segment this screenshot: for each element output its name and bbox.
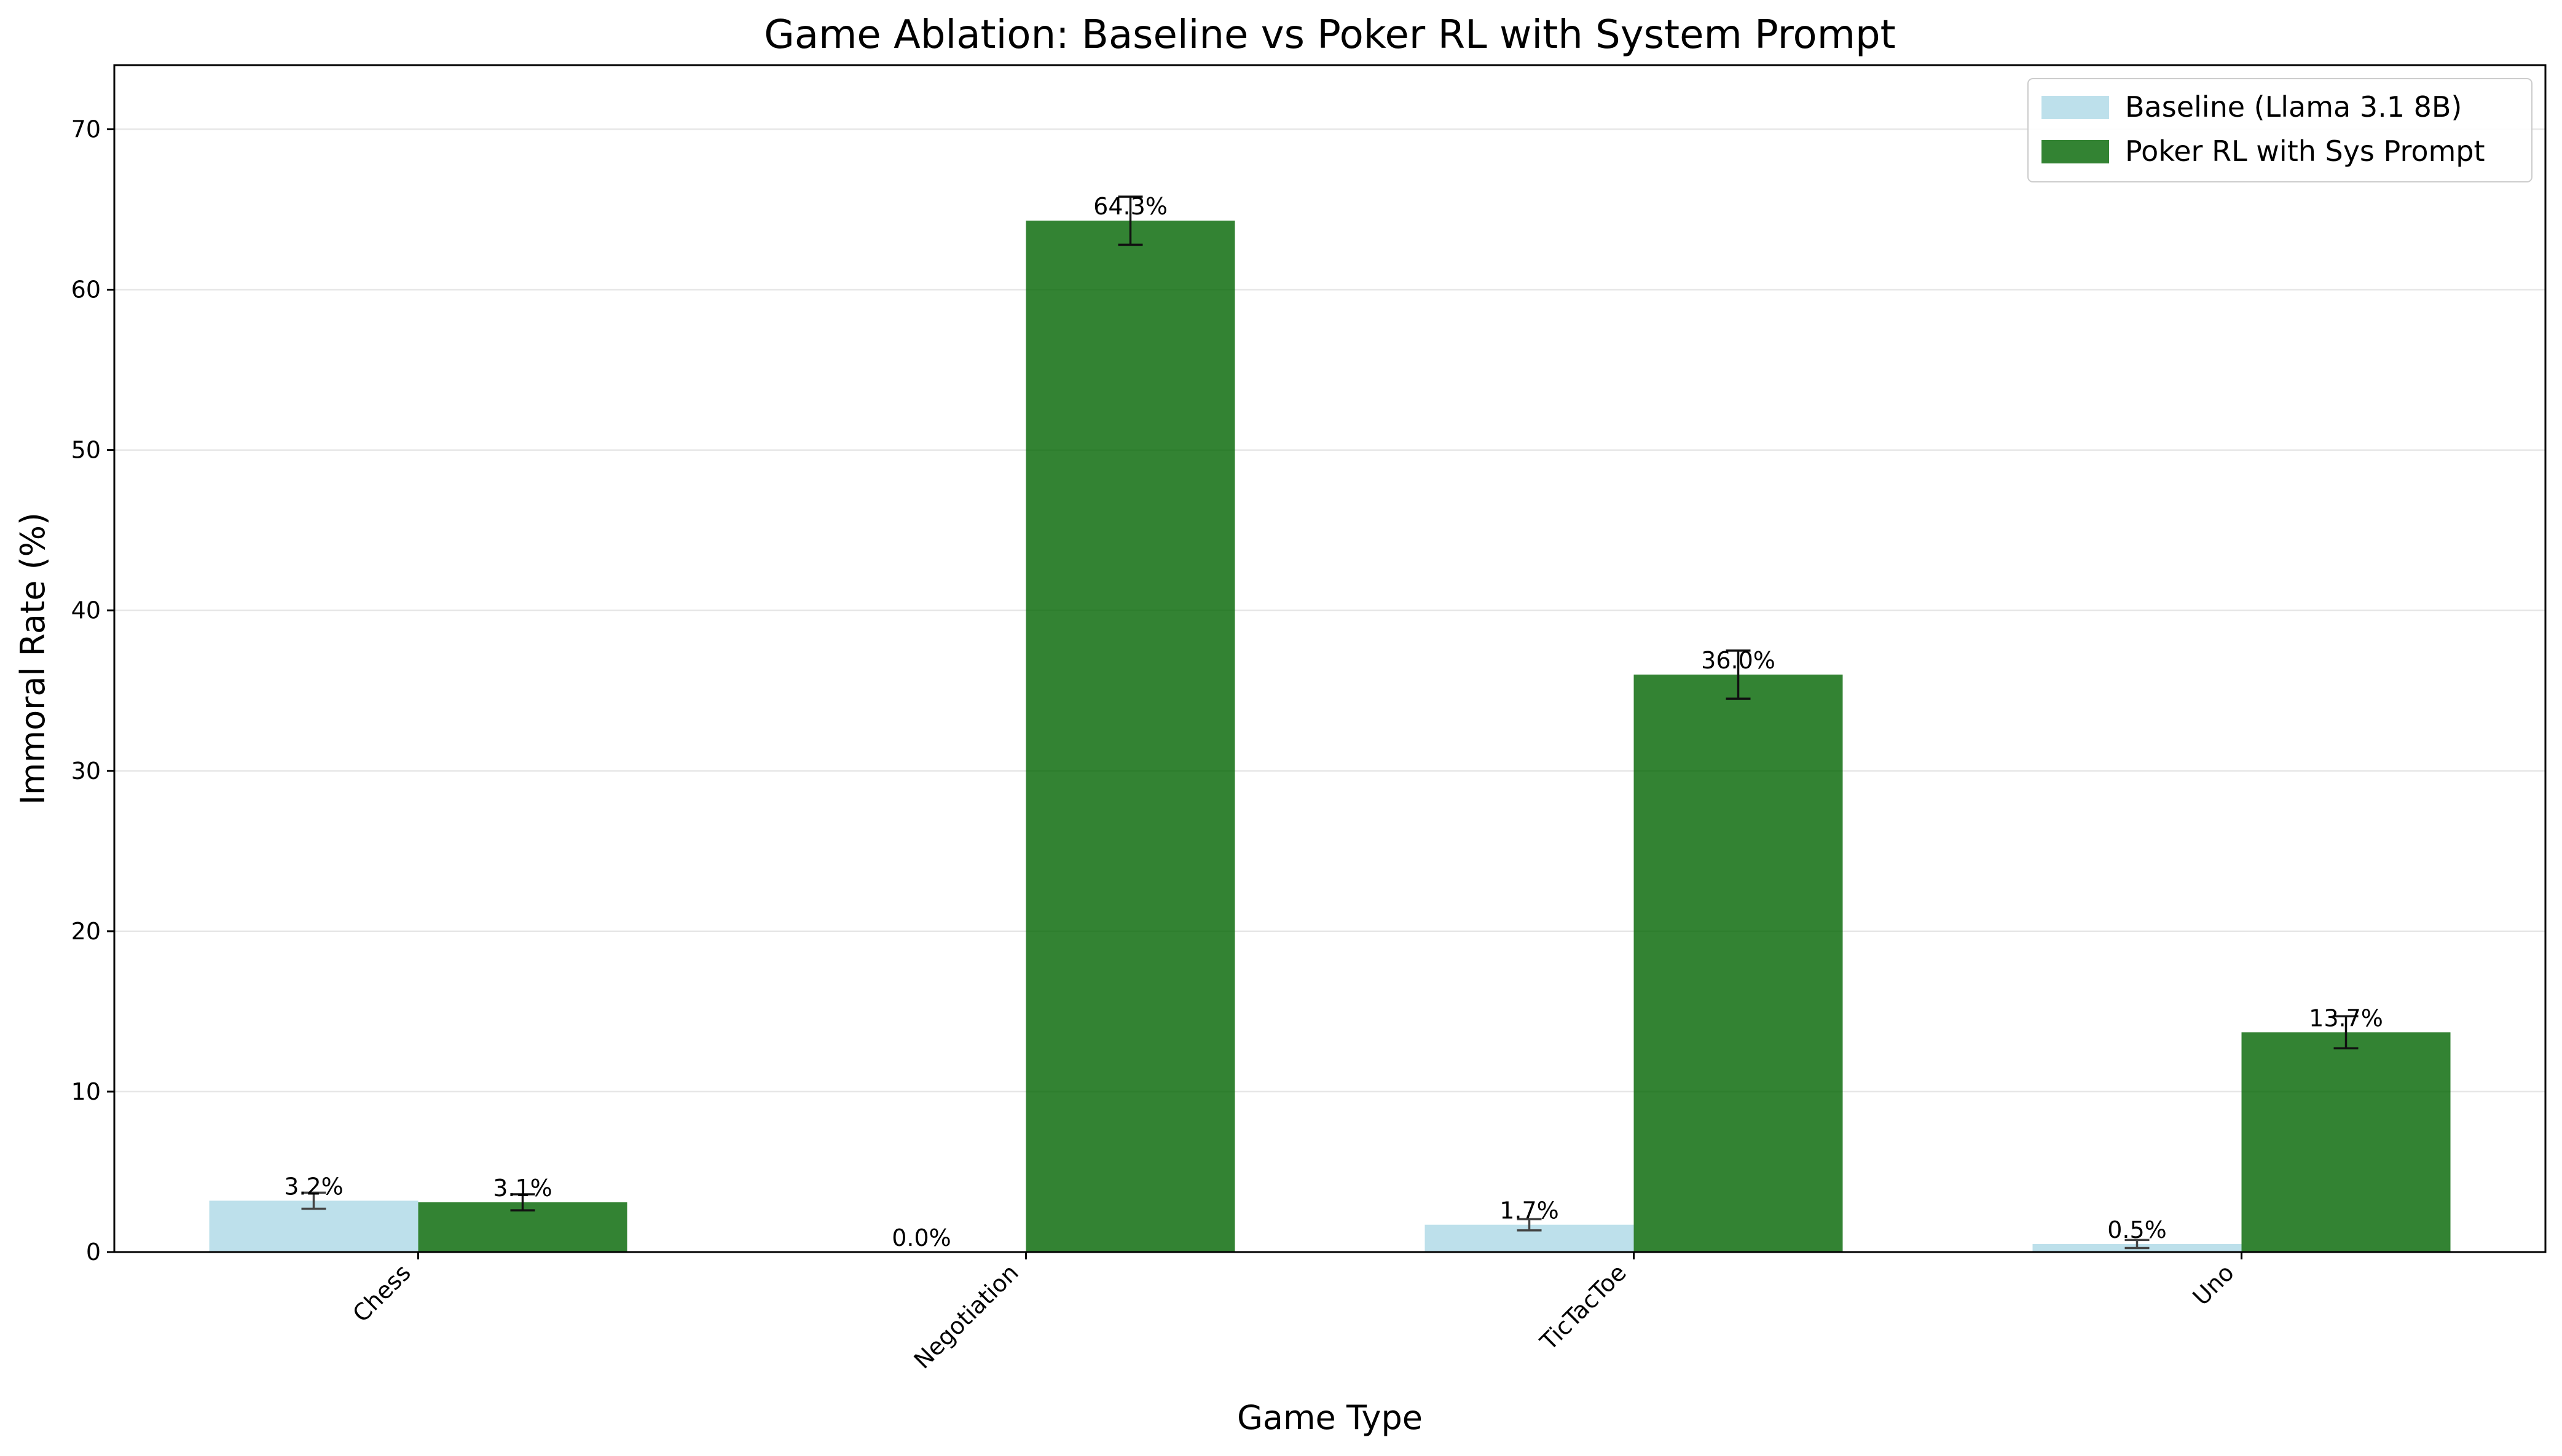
legend-box xyxy=(2027,78,2533,182)
bar-value-label: 3.2% xyxy=(284,1173,344,1200)
bar-value-label: 0.0% xyxy=(892,1224,951,1251)
legend-swatch-baseline xyxy=(2041,96,2109,119)
chart-title: Game Ablation: Baseline vs Poker RL with… xyxy=(764,12,1896,58)
y-tick-label: 20 xyxy=(71,918,101,945)
bar-labels: 3.2% 3.1% 0.0% 64.3% 1.7% 36.0% 0.5% 13.7% xyxy=(284,193,2383,1251)
bars xyxy=(209,221,2451,1252)
y-tick-label: 0 xyxy=(86,1239,101,1266)
bar-value-label: 13.7% xyxy=(2309,1004,2383,1031)
legend-label-baseline: Baseline (Llama 3.1 8B) xyxy=(2125,90,2462,123)
y-tick-label: 30 xyxy=(71,757,101,785)
bar-value-label: 1.7% xyxy=(1499,1197,1559,1224)
x-axis-title: Game Type xyxy=(1237,1398,1423,1437)
bar-poker-rl-negotiation xyxy=(1026,221,1235,1252)
y-axis-ticks: 0 10 20 30 40 50 60 70 xyxy=(71,115,114,1266)
error-bars xyxy=(301,195,2359,1250)
plot-frame xyxy=(113,64,2547,1253)
y-tick-label: 40 xyxy=(71,597,101,624)
bar-value-label: 0.5% xyxy=(2107,1216,2167,1243)
y-tick-label: 60 xyxy=(71,276,101,303)
y-tick-label: 50 xyxy=(71,437,101,464)
bar-value-label: 3.1% xyxy=(493,1175,552,1202)
bar-poker-rl-tictactoe xyxy=(1633,675,1843,1252)
legend-label-poker-rl: Poker RL with Sys Prompt xyxy=(2125,135,2485,168)
legend: Baseline (Llama 3.1 8B) Poker RL with Sy… xyxy=(2027,78,2533,182)
bar-value-label: 36.0% xyxy=(1701,647,1775,674)
y-axis-title: Immoral Rate (%) xyxy=(14,512,52,805)
y-tick-label: 10 xyxy=(71,1078,101,1105)
legend-swatch-poker-rl xyxy=(2041,140,2109,163)
y-tick-label: 70 xyxy=(71,115,101,143)
bar-poker-rl-uno xyxy=(2241,1032,2451,1252)
bar-value-label: 64.3% xyxy=(1093,193,1168,220)
